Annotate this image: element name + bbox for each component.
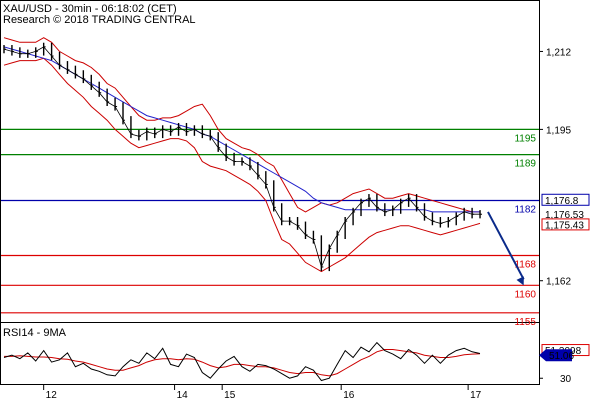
level-label-1155: 1155: [514, 317, 536, 328]
bollinger-upper-line: [3, 37, 480, 213]
level-label-1195: 1195: [514, 133, 536, 144]
y-tick-label: 1,162: [546, 277, 571, 288]
rsi-tag-1: 51.06: [549, 351, 574, 362]
price-line: [3, 46, 480, 269]
projection-arrow-head: [516, 276, 524, 286]
y-axis: 1,212 1,195 1,162 30: [539, 47, 572, 385]
x-tick-label: 12: [46, 390, 58, 400]
price-tag-0: 1,176.8: [545, 196, 579, 207]
x-tick-label: 17: [470, 390, 482, 400]
chart-copyright: Research © 2018 TRADING CENTRAL: [3, 14, 196, 26]
price-series: [3, 37, 525, 286]
level-lines: 1195 1189 1182 1168 1160 1155: [1, 128, 539, 328]
x-axis: 12 14 15 16 17: [43, 384, 482, 400]
price-tag-2: 1,175.43: [545, 220, 584, 231]
level-label-1168: 1168: [514, 260, 536, 271]
level-label-1160: 1160: [514, 289, 536, 300]
price-tag-1: 1,176.53: [545, 210, 584, 221]
bollinger-lower-line: [3, 57, 481, 273]
rsi-line: [3, 341, 481, 382]
price-tag-1-box: [542, 208, 589, 220]
rsi-series: [3, 341, 481, 382]
level-label-1189: 1189: [514, 159, 536, 170]
rsi-panel-label: RSI14 - 9MA: [3, 327, 67, 339]
x-tick-label: 14: [177, 390, 189, 400]
chart-title: XAU/USD - 30min - 06:18:02 (CET): [3, 3, 177, 15]
rsi-ma-line: [4, 349, 481, 377]
y-tick-label: 1,195: [546, 125, 571, 136]
projection-arrow-shaft: [487, 211, 525, 280]
level-label-1182: 1182: [514, 204, 536, 215]
y-tick-label: 1,212: [546, 47, 571, 58]
rsi-tag-1-box: [539, 349, 572, 362]
price-tag-0-box: [541, 193, 590, 206]
rsi-panel: [0, 322, 540, 385]
x-tick-label: 15: [224, 390, 236, 400]
x-tick-label: 16: [343, 390, 355, 400]
price-tag-2-box: [541, 218, 590, 231]
rsi-y-tick-label: 30: [560, 374, 572, 385]
price-panel: [0, 0, 540, 323]
